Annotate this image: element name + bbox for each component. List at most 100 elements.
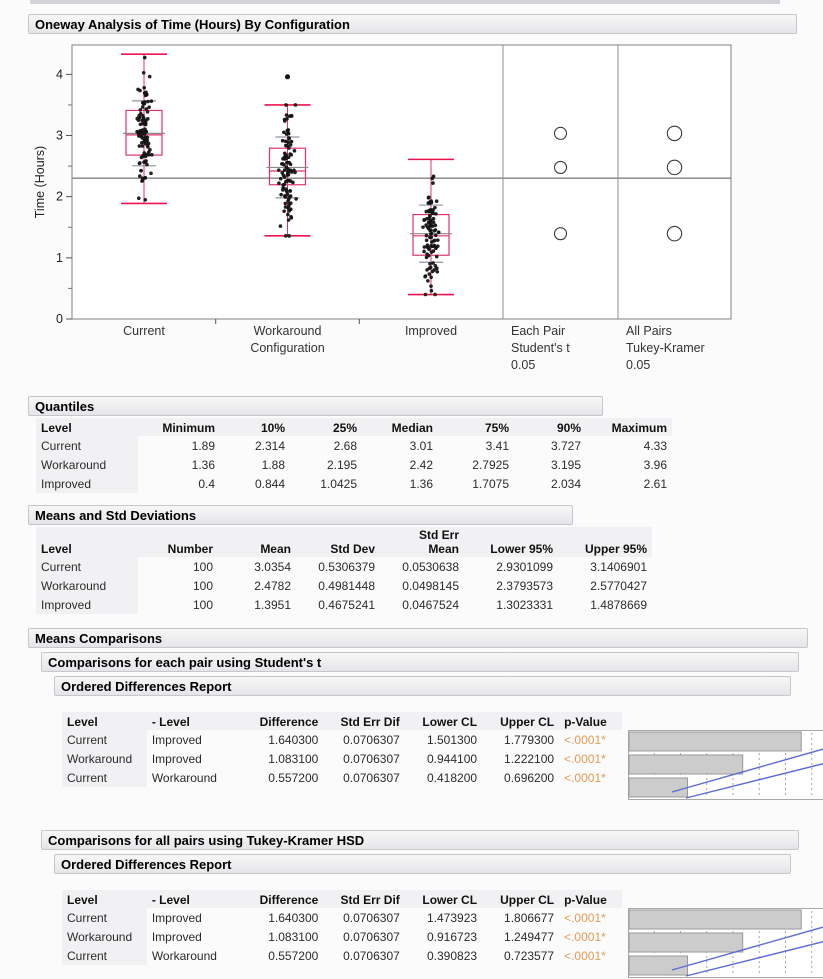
table-cell: 1.0425 xyxy=(320,476,357,491)
data-point xyxy=(146,99,150,104)
column-header: Difference xyxy=(236,890,324,908)
data-point xyxy=(287,234,292,238)
data-point xyxy=(284,189,289,193)
data-point xyxy=(286,218,291,222)
data-point xyxy=(427,266,432,271)
table-cell: Workaround xyxy=(151,948,217,963)
data-point xyxy=(135,116,140,121)
comparison-circle[interactable] xyxy=(553,227,568,241)
tukey-section: Ordered Differences Report Level - Level D… xyxy=(54,854,823,978)
oneway-plot-region[interactable]: 0 1 2 3 4 Time (Hours) Current Workaround Improv… xyxy=(32,42,823,392)
odr-student-table: Level - Level Difference Std Err Dif Lower C… xyxy=(62,712,622,787)
outline-header-means-std[interactable]: Means and Std Deviations xyxy=(28,505,573,525)
table-cell: 3.0354 xyxy=(254,559,291,574)
table-cell: <.0001* xyxy=(564,770,606,785)
table-cell: Workaround xyxy=(62,927,147,946)
data-point xyxy=(289,139,294,144)
difference-bar xyxy=(628,955,688,976)
table-row: Current Improved 1.640300 0.0706307 1.473923… xyxy=(62,908,622,927)
data-point xyxy=(433,264,438,268)
data-point xyxy=(436,238,440,242)
box-plot-current[interactable] xyxy=(121,53,167,205)
quantiles-table: Level Minimum 10% 25% Median 75% 90% Maximum Cur… xyxy=(36,418,672,493)
data-point xyxy=(143,122,148,126)
outline-header-oneway[interactable]: Oneway Analysis of Time (Hours) By Confi… xyxy=(28,14,797,34)
data-point xyxy=(424,238,429,243)
difference-bar xyxy=(628,909,802,930)
data-point xyxy=(138,122,143,127)
data-point xyxy=(435,269,440,274)
table-cell: 0.0706307 xyxy=(343,910,400,925)
data-point xyxy=(150,152,154,157)
y-axis-title: Time (Hours) xyxy=(33,146,47,218)
comparison-circle[interactable] xyxy=(553,160,568,174)
comparison-circle[interactable] xyxy=(666,159,683,176)
outline-header-quantiles[interactable]: Quantiles xyxy=(28,396,603,416)
data-point xyxy=(137,144,142,148)
data-point xyxy=(146,141,151,146)
data-point xyxy=(138,108,143,112)
data-point xyxy=(149,99,154,103)
table-cell: Current xyxy=(62,730,147,749)
table-cell: 0.0706307 xyxy=(343,770,400,785)
column-header: Maximum xyxy=(586,418,672,436)
data-point xyxy=(294,197,298,201)
comparison-circle[interactable] xyxy=(666,225,683,242)
column-header: 25% xyxy=(290,418,362,436)
data-point xyxy=(434,245,438,250)
table-cell: 1.501300 xyxy=(426,732,478,747)
table-cell: Current xyxy=(36,557,138,576)
box-plot-workaround[interactable] xyxy=(264,74,311,238)
table-cell: 0.4675241 xyxy=(318,597,375,612)
outlier-point xyxy=(285,74,290,80)
table-row: Current 100 3.0354 0.5306379 0.0530638 2.9301… xyxy=(36,557,652,576)
column-header: Difference xyxy=(236,712,324,730)
table-cell: 2.9301099 xyxy=(496,559,553,574)
data-point xyxy=(428,214,432,218)
table-cell: 1.640300 xyxy=(268,732,319,747)
box-plot-improved[interactable] xyxy=(408,158,454,297)
data-point xyxy=(278,176,283,181)
table-cell: Current xyxy=(62,908,147,927)
data-point xyxy=(430,176,435,181)
data-point xyxy=(285,179,289,183)
x-category-label: Current xyxy=(123,324,165,338)
window-top-edge xyxy=(30,0,780,4)
table-cell: 2.4782 xyxy=(254,578,291,593)
data-point xyxy=(292,148,297,153)
data-point xyxy=(147,150,151,154)
oneway-plot-svg[interactable]: 0 1 2 3 4 Time (Hours) Current Workaround Improv… xyxy=(32,42,795,387)
table-cell: Improved xyxy=(151,751,202,766)
table-cell: 1.222100 xyxy=(504,751,555,766)
data-point xyxy=(429,240,434,244)
data-point xyxy=(421,225,425,229)
column-header: 90% xyxy=(514,418,586,436)
table-row: Current 1.89 2.314 2.68 3.01 3.41 3.727 4.33 xyxy=(36,436,672,455)
outline-header-tukey[interactable]: Comparisons for all pairs using Tukey-Kr… xyxy=(41,830,799,850)
comparison-circles-panel-1[interactable] xyxy=(553,126,568,241)
table-cell: 3.1406901 xyxy=(590,559,647,574)
data-point xyxy=(286,140,291,145)
data-point xyxy=(141,154,145,158)
data-point xyxy=(431,211,435,215)
difference-bar xyxy=(628,932,744,953)
comparison-circles-panel-2[interactable] xyxy=(666,125,683,242)
y-tick-label: 1 xyxy=(56,251,63,265)
data-point xyxy=(289,216,294,220)
comparison-circle[interactable] xyxy=(553,126,568,140)
table-cell: 0.0467524 xyxy=(402,597,459,612)
outline-header-student-t[interactable]: Comparisons for each pair using Student'… xyxy=(41,652,799,672)
table-cell: 1.7075 xyxy=(472,476,509,491)
comparison-circle[interactable] xyxy=(666,125,683,142)
column-header: Upper CL xyxy=(482,712,560,730)
outline-header-odr-student[interactable]: Ordered Differences Report xyxy=(54,676,791,696)
data-point xyxy=(424,233,429,238)
outline-header-odr-tukey[interactable]: Ordered Differences Report xyxy=(54,854,791,874)
data-point xyxy=(286,206,291,210)
data-point xyxy=(431,181,435,185)
table-cell: 2.3793573 xyxy=(496,578,553,593)
column-header: Std Err Mean xyxy=(380,527,464,557)
outline-header-means-comparisons[interactable]: Means Comparisons xyxy=(28,628,808,648)
data-point xyxy=(278,224,283,228)
